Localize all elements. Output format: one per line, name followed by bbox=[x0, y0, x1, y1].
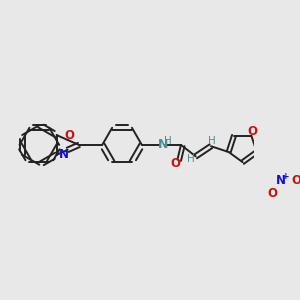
Text: +: + bbox=[281, 172, 289, 181]
Text: N: N bbox=[158, 138, 168, 151]
Text: H: H bbox=[164, 136, 172, 146]
Text: O: O bbox=[268, 187, 278, 200]
Text: H: H bbox=[187, 154, 194, 164]
Text: H: H bbox=[208, 136, 216, 146]
Text: O: O bbox=[170, 158, 180, 170]
Text: -: - bbox=[299, 171, 300, 186]
Text: O: O bbox=[248, 125, 258, 138]
Text: N: N bbox=[59, 148, 69, 161]
Text: O: O bbox=[64, 129, 74, 142]
Text: O: O bbox=[292, 174, 300, 187]
Text: N: N bbox=[276, 174, 286, 187]
